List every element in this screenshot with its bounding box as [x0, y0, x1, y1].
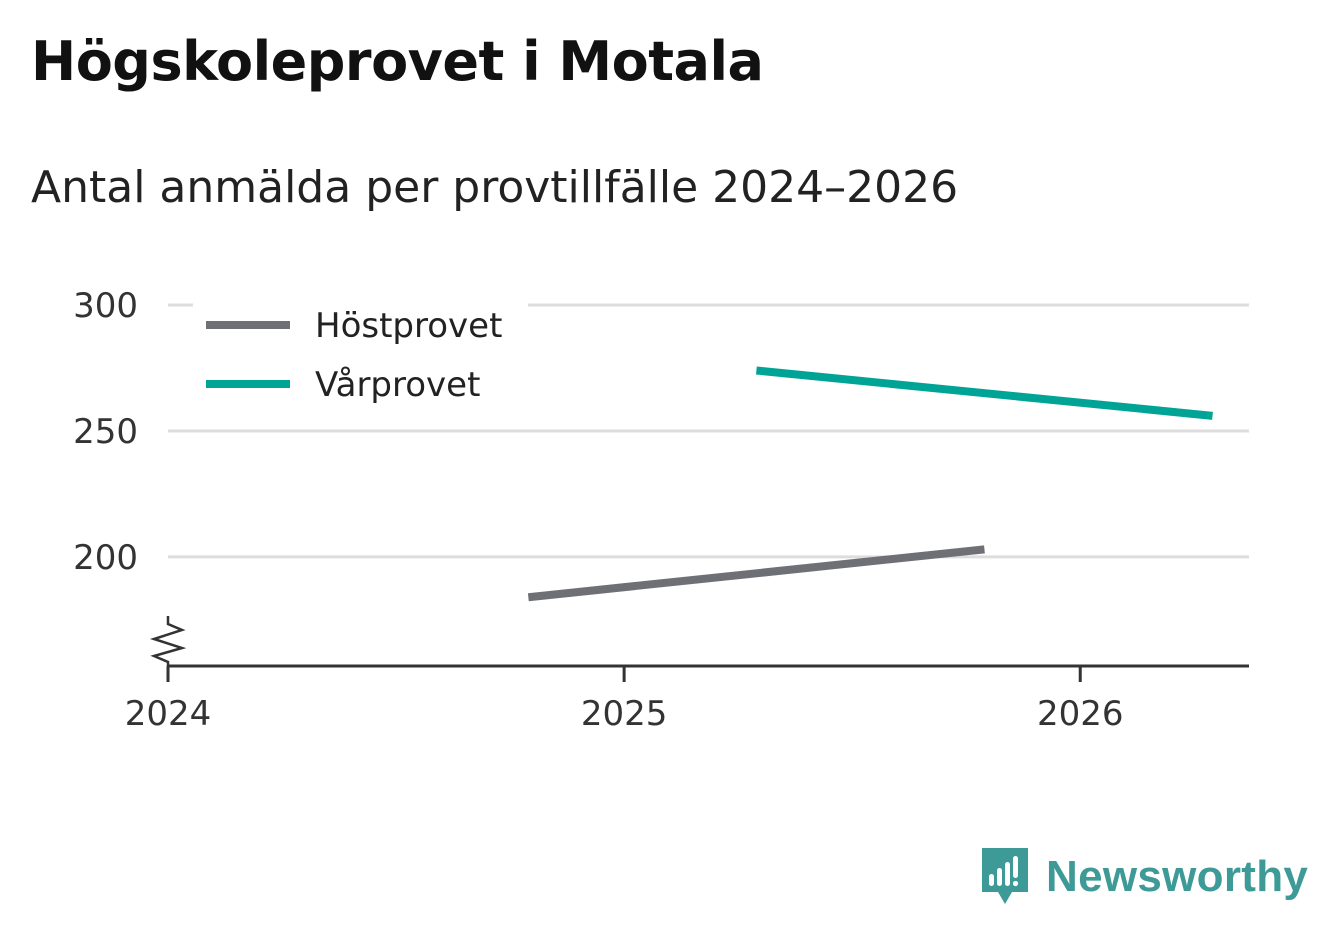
series-line-höstprovet: [527, 545, 985, 602]
newsworthy-logo-icon: [982, 848, 1028, 904]
x-tick-label-2026: 2026: [1037, 694, 1124, 734]
y-axis-break-marker: [149, 616, 187, 666]
series-lines: [527, 366, 1213, 602]
x-tick-label-2025: 2025: [581, 694, 668, 734]
x-tick-label-2024: 2024: [125, 694, 212, 734]
y-tick-label-300: 300: [73, 286, 138, 326]
series-line-vårprovet: [755, 366, 1213, 420]
brand-name: Newsworthy: [1046, 852, 1309, 901]
newsworthy-brand: Newsworthy: [980, 846, 1308, 908]
chart-subtitle: Antal anmälda per provtillfälle 2024–202…: [31, 162, 959, 213]
legend: Höstprovet Vårprovet: [193, 298, 528, 414]
y-tick-label-250: 250: [73, 412, 138, 452]
y-axis-tick-labels: 200 250 300: [73, 286, 138, 578]
y-tick-label-200: 200: [73, 538, 138, 578]
legend-label-vårprovet: Vårprovet: [315, 365, 480, 405]
legend-label-höstprovet: Höstprovet: [315, 306, 502, 346]
legend-background: [193, 298, 528, 414]
chart-title: Högskoleprovet i Motala: [31, 30, 764, 93]
x-axis: 2024 2025 2026: [125, 616, 1249, 734]
